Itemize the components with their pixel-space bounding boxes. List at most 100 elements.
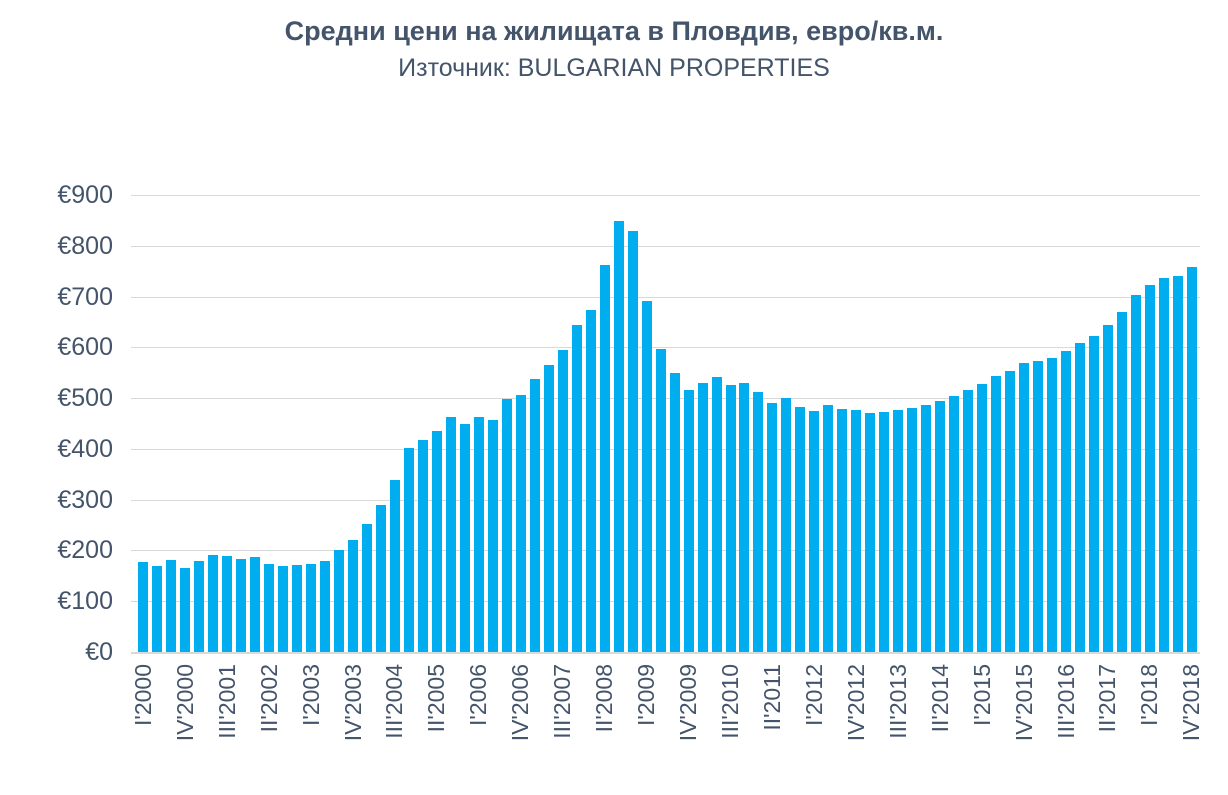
x-tick-label: IV'2006 xyxy=(507,664,534,742)
y-tick-label: €700 xyxy=(57,282,113,311)
bar xyxy=(613,221,624,652)
bar xyxy=(991,375,1002,652)
bar xyxy=(320,560,330,652)
x-tick-label: I'2012 xyxy=(800,664,827,726)
x-tick-label: II'2011 xyxy=(758,664,785,731)
plot-area xyxy=(131,195,1200,654)
x-tick-label: III'2001 xyxy=(213,664,240,739)
y-tick-label: €500 xyxy=(57,384,113,413)
bar xyxy=(739,382,750,652)
bar xyxy=(697,383,708,652)
bar xyxy=(935,400,946,652)
bar xyxy=(515,394,526,652)
x-tick-label: I'2018 xyxy=(1136,664,1163,726)
bar xyxy=(529,378,540,652)
bar xyxy=(1047,357,1057,652)
x-tick-label: I'2015 xyxy=(968,664,995,726)
y-tick-label: €900 xyxy=(57,181,113,209)
bar xyxy=(543,365,554,652)
x-tick-label: II'2005 xyxy=(423,664,450,733)
y-tick-label: €200 xyxy=(57,536,113,565)
title-block: Средни цени на жилищата в Пловдив, евро/… xyxy=(0,12,1228,86)
bar xyxy=(487,419,498,652)
bar xyxy=(459,423,470,652)
bar xyxy=(865,413,876,652)
bar xyxy=(222,555,233,652)
x-tick-label: I'2006 xyxy=(465,664,492,726)
bar xyxy=(1102,325,1113,652)
x-tick-label: IV'2009 xyxy=(675,664,701,742)
bar xyxy=(921,405,932,652)
x-tick-label: I'2003 xyxy=(297,664,324,726)
bar xyxy=(809,411,820,652)
bar xyxy=(753,391,764,652)
bar xyxy=(166,559,177,652)
bar xyxy=(1172,275,1183,652)
gridline xyxy=(131,347,1200,349)
chart-title: Средни цени на жилищата в Пловдив, евро/… xyxy=(284,16,944,46)
bar xyxy=(389,479,400,652)
bar xyxy=(348,540,358,652)
bar xyxy=(306,563,317,652)
bar xyxy=(403,448,414,652)
bar xyxy=(1033,360,1043,652)
bar xyxy=(208,554,219,652)
bar xyxy=(585,309,596,652)
bar xyxy=(1019,363,1029,652)
bar xyxy=(767,403,778,652)
bar xyxy=(627,231,638,652)
x-tick-label: III'2004 xyxy=(381,664,408,739)
x-tick-label: I'2000 xyxy=(129,664,156,726)
bar xyxy=(376,505,386,652)
y-tick-label: €600 xyxy=(57,333,113,362)
bar xyxy=(250,557,261,652)
y-tick-label: €300 xyxy=(57,485,113,514)
bar xyxy=(907,408,918,652)
bar xyxy=(445,417,456,652)
bar xyxy=(1088,335,1099,652)
bar xyxy=(851,409,862,652)
bar xyxy=(837,408,848,652)
bar xyxy=(795,406,806,652)
x-tick-label: IV'2015 xyxy=(1010,664,1037,742)
bar xyxy=(823,404,834,652)
bar xyxy=(431,430,442,652)
bar xyxy=(1158,278,1169,652)
bar xyxy=(1116,311,1127,652)
bar xyxy=(473,417,484,652)
bar xyxy=(292,565,303,652)
gridline xyxy=(131,195,1200,196)
chart-subtitle: Източник: BULGARIAN PROPERTIES xyxy=(398,54,830,82)
x-tick-label: III'2010 xyxy=(717,664,743,739)
bar xyxy=(669,373,680,652)
bar xyxy=(236,559,247,652)
bar xyxy=(641,301,652,652)
bar xyxy=(1061,351,1071,652)
y-tick-label: €800 xyxy=(57,231,113,260)
x-tick-label: III'2007 xyxy=(549,664,576,739)
bar xyxy=(1075,342,1085,652)
y-tick-label: €400 xyxy=(57,434,113,463)
bar xyxy=(152,565,163,652)
bar xyxy=(893,410,904,652)
bar xyxy=(180,567,191,652)
x-tick-label: IV'2012 xyxy=(842,664,869,742)
bar xyxy=(655,349,666,652)
bar xyxy=(417,439,428,652)
bar xyxy=(949,395,960,652)
x-tick-label: III'2013 xyxy=(884,664,911,739)
bar xyxy=(501,398,512,652)
bar xyxy=(879,412,890,652)
bar xyxy=(977,383,988,652)
bar xyxy=(571,325,582,652)
y-tick-label: €0 xyxy=(85,638,113,666)
bar xyxy=(683,390,694,652)
x-tick-label: II'2008 xyxy=(591,664,618,733)
gridline xyxy=(131,296,1200,298)
x-axis-line xyxy=(131,652,1200,654)
bar xyxy=(725,385,736,652)
bar xyxy=(963,390,974,652)
gridline xyxy=(131,245,1200,247)
x-tick-label: II'2002 xyxy=(255,664,282,733)
y-tick-label: €100 xyxy=(57,587,113,616)
